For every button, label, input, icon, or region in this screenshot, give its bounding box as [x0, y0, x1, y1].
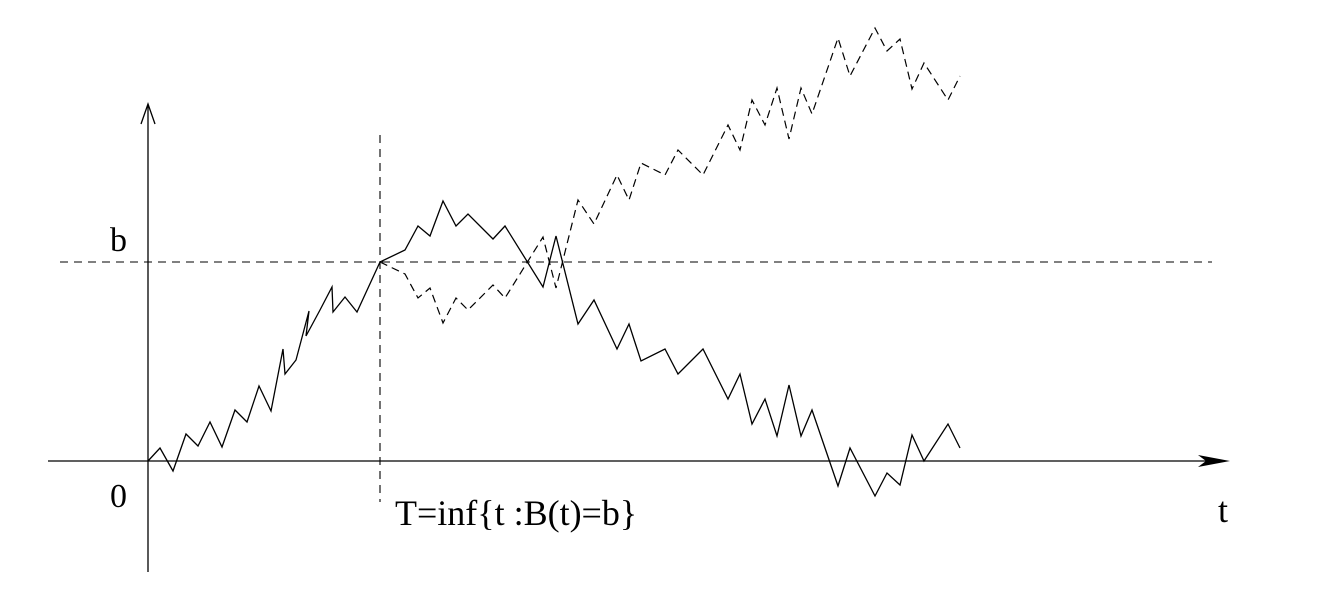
stopping-time-label: T=inf{t :B(t)=b}: [395, 493, 637, 533]
time-axis-arrow-icon: [1198, 455, 1230, 467]
level-b-label: b: [110, 222, 127, 259]
origin-label: 0: [110, 478, 127, 515]
brownian-path-after-hitting: [379, 199, 961, 498]
brownian-path-before-hitting: [147, 261, 381, 473]
reflected-path: [379, 26, 961, 325]
vertical-axis-arrow-icon: [140, 102, 156, 125]
time-axis-label: t: [1218, 490, 1228, 530]
